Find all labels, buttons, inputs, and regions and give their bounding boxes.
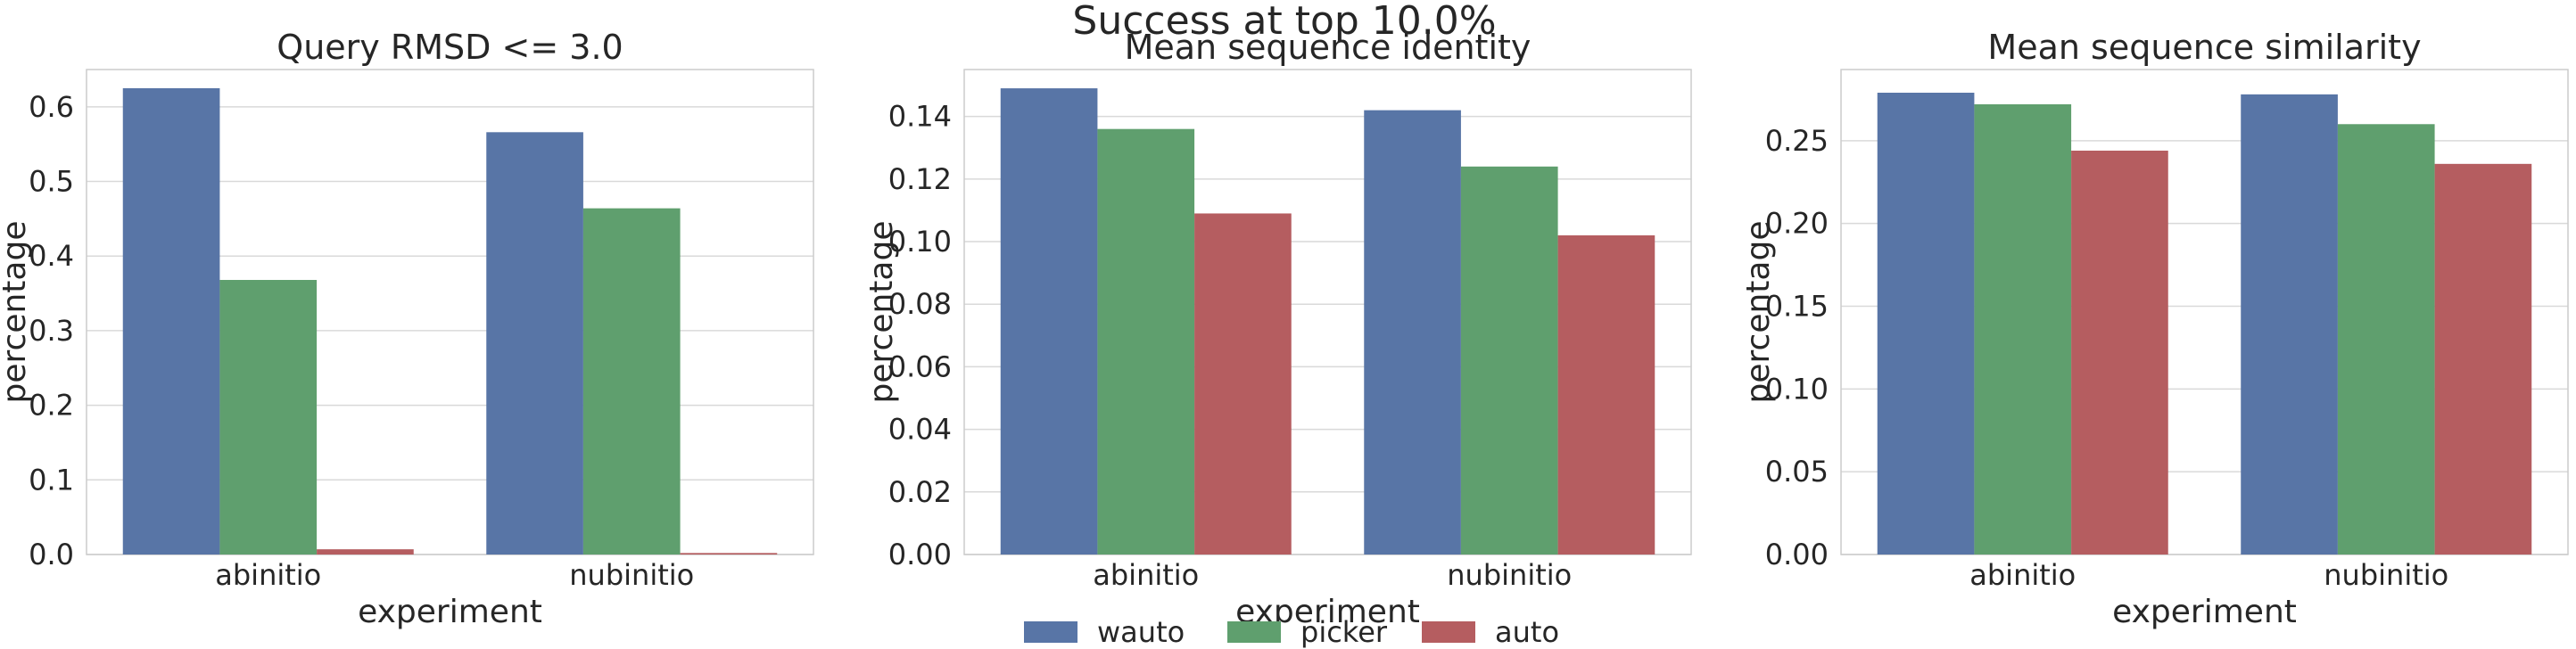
y-tick-label: 0.10 <box>1765 372 1829 406</box>
y-tick-label: 0.20 <box>1765 207 1829 241</box>
bar-wauto-abinitio <box>1000 88 1098 555</box>
chart-title: Mean sequence identity <box>1125 28 1532 67</box>
y-tick-label: 0.04 <box>888 413 952 447</box>
bar-picker-abinitio <box>1097 128 1195 555</box>
bar-picker-abinitio <box>1974 103 2072 555</box>
y-tick-label: 0.14 <box>888 100 952 134</box>
legend-swatch <box>1227 621 1281 643</box>
legend-entry-auto: auto <box>1422 615 1559 649</box>
x-axis-label: experiment <box>358 594 542 630</box>
chart-panel-2: 0.00 0.02 0.04 0.06 0.08 0.10 0.12 0.14 abinitio… <box>863 28 1692 630</box>
y-tick-label: 0.15 <box>1765 290 1829 324</box>
bar-picker-nubinitio <box>1460 166 1558 555</box>
figure-title: Success at top 10.0% <box>1072 0 1496 44</box>
y-tick-label: 0.3 <box>29 314 74 348</box>
y-tick-label: 0.6 <box>29 90 74 124</box>
bar-wauto-abinitio <box>122 87 220 555</box>
bar-picker-abinitio <box>219 280 318 555</box>
legend-swatch <box>1024 621 1077 643</box>
x-tick-label: nubinitio <box>2324 558 2448 592</box>
y-tick-label: 0.00 <box>888 538 952 571</box>
y-tick-label: 0.02 <box>888 475 952 509</box>
y-tick-label: 0.06 <box>888 349 952 383</box>
legend-label: auto <box>1495 615 1559 649</box>
legend-swatch <box>1422 621 1475 643</box>
chart-panels: 0.0 0.1 0.2 0.3 0.4 0.5 0.6 abinitio nubinitio Qu… <box>0 28 2569 630</box>
y-tick-label: 0.05 <box>1765 455 1829 489</box>
y-tick-label: 0.1 <box>29 463 74 497</box>
x-tick-label: abinitio <box>215 558 321 592</box>
legend-entry-wauto: wauto <box>1024 615 1185 649</box>
y-tick-label: 0.0 <box>29 538 74 571</box>
y-tick-label: 0.4 <box>29 239 74 273</box>
plot-frame <box>963 69 1692 555</box>
y-tick-label: 0.5 <box>29 165 74 199</box>
legend-label: picker <box>1300 615 1388 649</box>
bar-auto-abinitio <box>2071 150 2168 555</box>
bar-wauto-nubinitio <box>486 132 583 555</box>
bar-wauto-abinitio <box>1877 92 1975 555</box>
chart-title: Mean sequence similarity <box>1987 28 2421 67</box>
legend-entry-picker: picker <box>1227 615 1388 649</box>
y-tick-label: 0.25 <box>1765 124 1829 158</box>
bar-wauto-nubinitio <box>2241 94 2338 555</box>
chart-panel-1: 0.0 0.1 0.2 0.3 0.4 0.5 0.6 abinitio nubinitio Qu… <box>0 28 814 630</box>
y-tick-label: 0.10 <box>888 225 952 259</box>
x-tick-label: nubinitio <box>1447 558 1572 592</box>
chart-title: Query RMSD <= 3.0 <box>277 28 623 67</box>
y-tick-label: 0.08 <box>888 287 952 321</box>
legend-label: wauto <box>1097 615 1185 649</box>
bar-auto-abinitio <box>1194 213 1292 555</box>
bar-auto-nubinitio <box>2434 163 2532 555</box>
bar-picker-nubinitio <box>2337 124 2435 555</box>
bar-auto-nubinitio <box>1557 235 1655 555</box>
y-tick-label: 0.2 <box>29 389 74 423</box>
x-axis-label: experiment <box>2112 594 2297 630</box>
y-axis-label: percentage <box>0 221 33 404</box>
y-tick-label: 0.00 <box>1765 538 1829 571</box>
chart-panel-3: 0.00 0.05 0.10 0.15 0.20 0.25 abinitio nubiniti… <box>1740 28 2569 630</box>
x-tick-label: nubinitio <box>569 558 694 592</box>
bar-picker-nubinitio <box>582 208 681 555</box>
bar-auto-abinitio <box>317 549 414 555</box>
y-axis-label: percentage <box>1740 221 1777 404</box>
legend: wauto picker auto <box>1024 615 1559 649</box>
x-tick-label: abinitio <box>1093 558 1199 592</box>
y-axis-label: percentage <box>863 221 900 404</box>
y-tick-label: 0.12 <box>888 162 952 196</box>
plot-frame <box>86 69 814 555</box>
bar-auto-nubinitio <box>680 553 778 555</box>
plot-frame <box>1840 69 2569 555</box>
x-tick-label: abinitio <box>1969 558 2076 592</box>
bar-wauto-nubinitio <box>1364 110 1461 555</box>
